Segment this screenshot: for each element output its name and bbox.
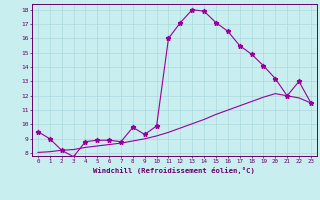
X-axis label: Windchill (Refroidissement éolien,°C): Windchill (Refroidissement éolien,°C) xyxy=(93,167,255,174)
